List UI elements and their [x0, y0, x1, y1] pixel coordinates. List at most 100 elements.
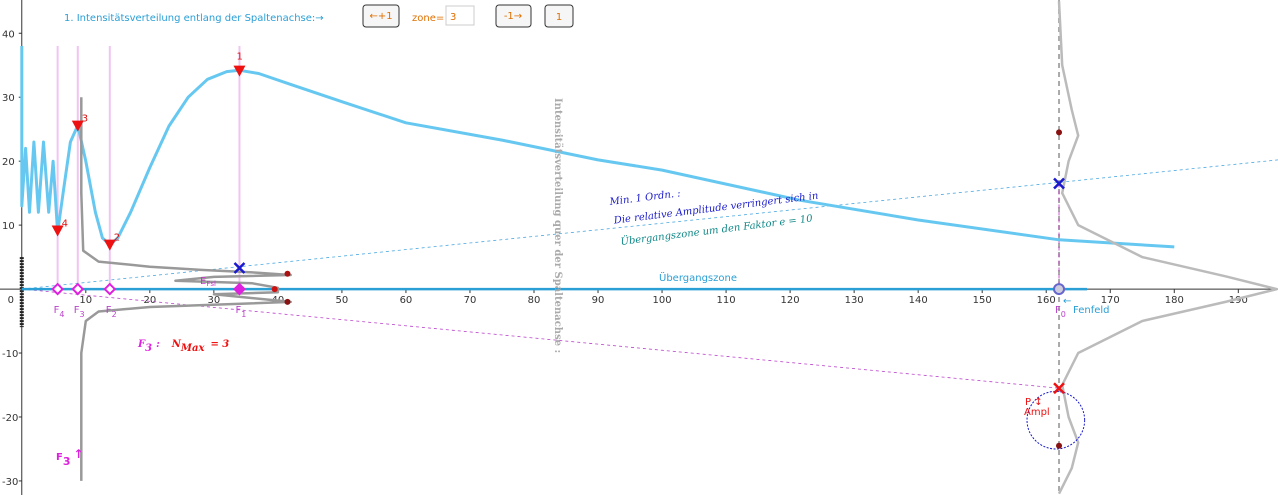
annotation: Max — [180, 343, 206, 354]
marker-label: 1 — [241, 310, 246, 319]
annotation: = 3 — [210, 339, 229, 350]
y-tick-label: -20 — [2, 413, 18, 424]
marker — [284, 298, 291, 305]
y-tick-label: 10 — [2, 221, 15, 232]
x-tick-label: 110 — [717, 295, 736, 306]
annotation: F — [56, 452, 63, 463]
marker — [71, 282, 85, 296]
annotation: 3 — [63, 455, 71, 468]
marker — [1053, 283, 1066, 296]
arrow: ← — [1063, 296, 1071, 307]
button-label[interactable]: 1 — [556, 12, 562, 23]
y-tick-label: 20 — [2, 157, 15, 168]
y-tick-label: -30 — [2, 477, 18, 488]
marker-label: F — [54, 305, 60, 316]
circle — [1026, 390, 1086, 450]
button[interactable] — [362, 4, 400, 28]
marker — [1056, 129, 1063, 136]
series-line — [80, 97, 292, 481]
annotation: 3 — [145, 343, 152, 354]
marker-label: 4 — [59, 310, 64, 319]
guide-dashed — [21, 159, 1278, 290]
series-line — [1057, 1, 1278, 495]
marker — [103, 282, 117, 296]
marker — [233, 262, 246, 274]
x-tick-label: 70 — [464, 295, 477, 306]
x-tick-label: 190 — [1229, 295, 1248, 306]
marker-label: F2 — [106, 305, 117, 319]
marker — [233, 65, 246, 77]
y-tick-label: -10 — [2, 349, 18, 360]
button-label[interactable]: ←+1 — [369, 11, 392, 22]
marker — [271, 286, 278, 293]
x-tick-label: 130 — [845, 295, 864, 306]
series-line — [20, 46, 1175, 249]
x-tick-label: 0 — [8, 295, 14, 306]
annotation: EFsl — [200, 276, 216, 288]
marker — [71, 120, 84, 132]
x-tick-label: 50 — [336, 295, 349, 306]
annotation: Fsl — [206, 280, 216, 288]
annotation: E — [200, 276, 206, 287]
zone-value[interactable]: 3 — [450, 12, 456, 23]
x-tick-label: 120 — [781, 295, 800, 306]
y-tick-label: 40 — [2, 29, 15, 40]
annotation: Min. 1 Ordn. : — [608, 188, 681, 208]
y-tick-label: 30 — [2, 93, 15, 104]
annotation: F — [137, 339, 146, 350]
x-tick-label: 90 — [592, 295, 605, 306]
annotation: ↑ — [74, 447, 84, 461]
x-tick-label: 80 — [528, 295, 541, 306]
x-tick-label: 60 — [400, 295, 413, 306]
zone-label: zone= — [412, 13, 444, 24]
nmax-label: F3: NMax = 3 — [137, 339, 229, 354]
annotation: Übergangszone — [659, 271, 737, 284]
marker-label: F — [235, 305, 241, 316]
marker-label: F3 — [74, 305, 85, 319]
x-tick-label: 150 — [973, 295, 992, 306]
button[interactable] — [495, 4, 532, 28]
marker-label: 4 — [62, 219, 68, 230]
x-tick-label: 20 — [143, 295, 156, 306]
marker — [1053, 177, 1065, 190]
annotation: : — [156, 339, 160, 350]
marker-label: F4 — [54, 305, 65, 319]
x-tick-label: 180 — [1165, 295, 1184, 306]
x-tick-label: 30 — [207, 295, 220, 306]
annotation: Fenfeld — [1073, 305, 1110, 316]
button-label[interactable]: -1→ — [504, 11, 522, 22]
x-tick-label: 160 — [1037, 295, 1056, 306]
marker-label: 2 — [114, 233, 120, 244]
marker-label: F — [74, 305, 80, 316]
marker-label: F — [1055, 305, 1061, 316]
marker — [233, 282, 246, 296]
vertical-label: Intensitätsverteilung quer der Spaltenac… — [552, 98, 563, 353]
annotation: Ampl — [1024, 407, 1050, 418]
marker-label: F1 — [235, 305, 246, 319]
marker — [51, 282, 65, 296]
marker-label: 3 — [82, 114, 88, 125]
marker-label: 3 — [80, 310, 85, 319]
f3-label: F3↑ — [56, 447, 84, 468]
marker — [1056, 442, 1063, 449]
marker — [103, 239, 116, 251]
marker — [1053, 382, 1065, 395]
toolbar-title: 1. Intensitätsverteilung entlang der Spa… — [64, 13, 324, 24]
zone-input[interactable] — [445, 5, 475, 26]
marker-label: F — [106, 305, 112, 316]
marker — [51, 225, 64, 237]
marker — [284, 270, 291, 277]
x-tick-label: 170 — [1101, 295, 1120, 306]
marker-label: 0 — [1061, 310, 1066, 319]
marker-label: F0 — [1055, 305, 1066, 319]
button[interactable] — [544, 4, 574, 28]
x-tick-label: 10 — [79, 295, 92, 306]
marker-label: 2 — [112, 310, 117, 319]
marker-label: 1 — [236, 52, 242, 63]
annotation: N — [171, 339, 182, 350]
annotation: P ↕ — [1025, 397, 1043, 408]
x-tick-label: 140 — [909, 295, 928, 306]
x-tick-label: 100 — [653, 295, 672, 306]
